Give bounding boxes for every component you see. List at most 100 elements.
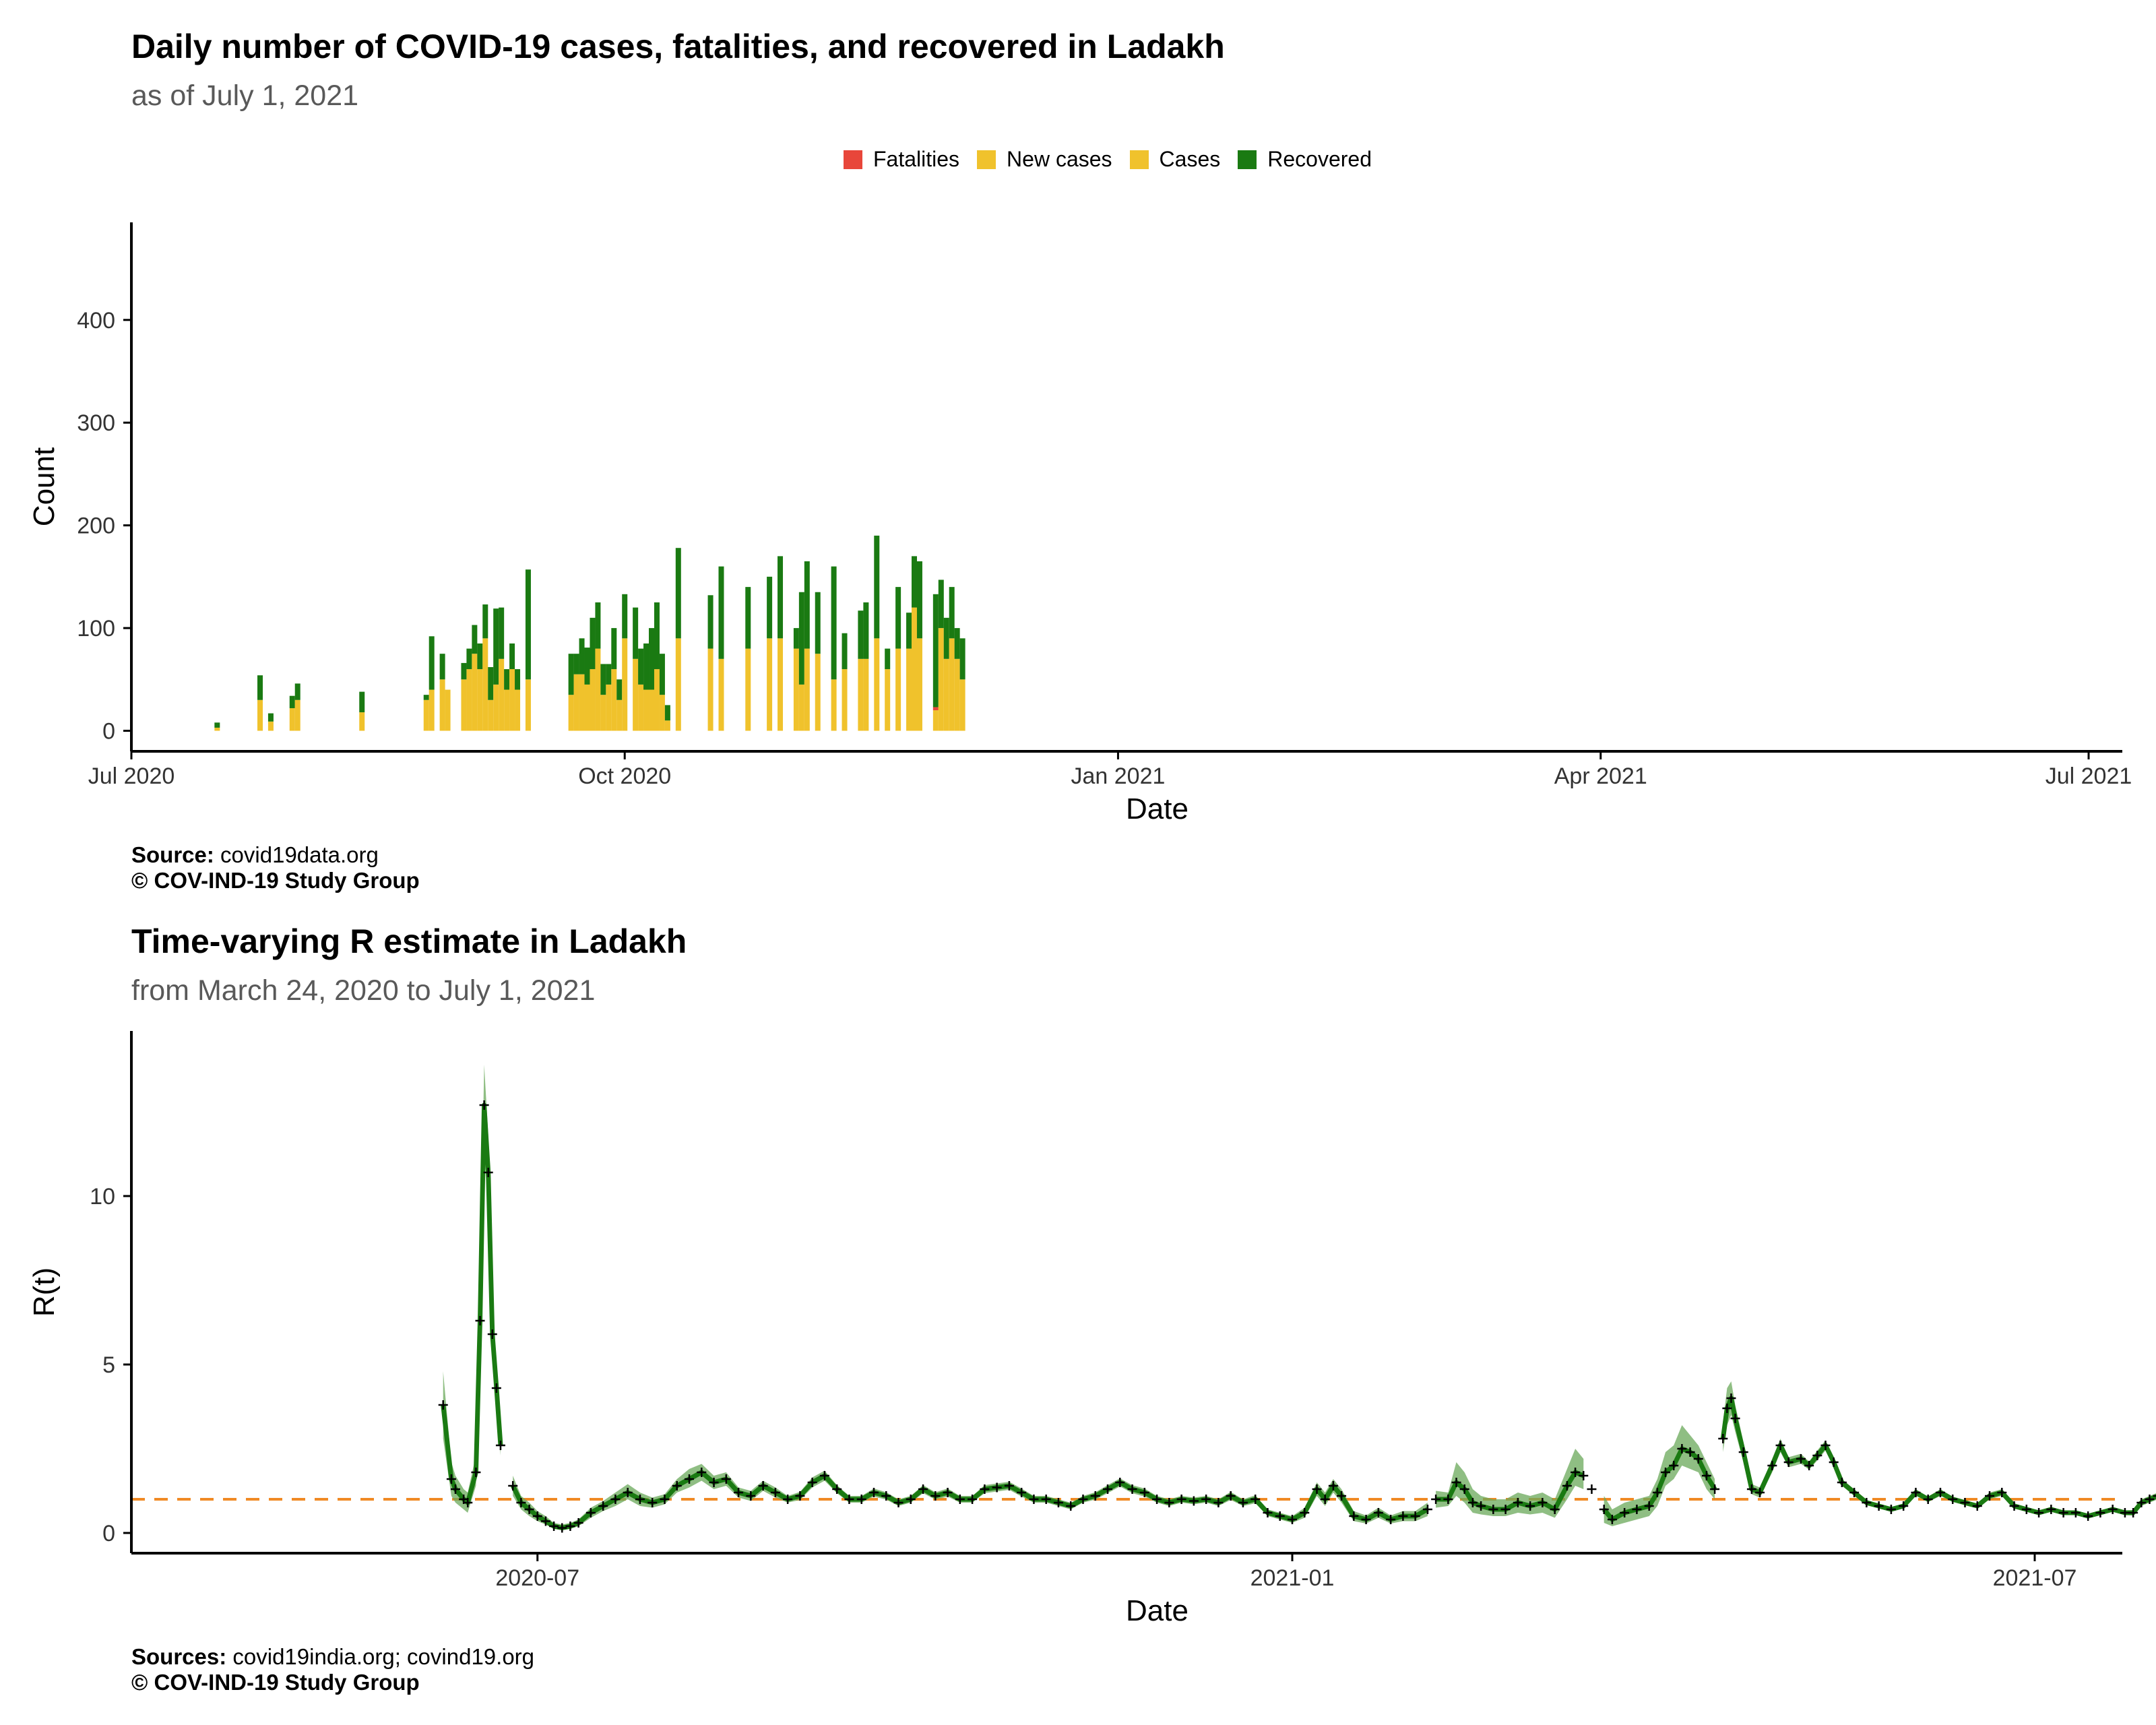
chart2-source-label: Sources: [131, 1644, 227, 1669]
r-point [1238, 1498, 1248, 1507]
r-point [1288, 1515, 1298, 1524]
x-tick-label: 2021-07 [1993, 1565, 2077, 1591]
bar-recovered [767, 576, 773, 639]
bar-recovered [509, 643, 515, 670]
bar-cases [745, 648, 751, 731]
chart2-source: covid19india.org; covind19.org [232, 1644, 535, 1669]
r-point [1874, 1501, 1884, 1511]
bar-recovered [590, 617, 596, 670]
legend-item-recovered: Recovered [1238, 147, 1372, 172]
legend-item-cases: Cases [1129, 147, 1221, 172]
confidence-band [1723, 1381, 2156, 1518]
r-point [1431, 1495, 1441, 1504]
bar-cases [707, 648, 714, 731]
r-point [1152, 1495, 1162, 1504]
bar-recovered [622, 594, 628, 639]
bar-recovered [654, 602, 660, 670]
r-point [1337, 1491, 1347, 1501]
bar-cases [778, 638, 784, 731]
y-tick-label: 300 [77, 410, 115, 436]
bar-recovered [584, 648, 590, 685]
bar-recovered [257, 675, 263, 700]
r-point [1701, 1471, 1711, 1480]
r-point [746, 1491, 756, 1501]
bar-recovered [959, 638, 965, 680]
r-point [1188, 1496, 1199, 1506]
bar-cases [482, 638, 488, 731]
bar-cases [611, 669, 617, 731]
r-point [1312, 1484, 1322, 1494]
bar-recovered [504, 669, 510, 690]
r-point [438, 1400, 448, 1410]
bar-cases [831, 679, 837, 731]
r-point [2034, 1508, 2044, 1517]
bar-cases [863, 658, 869, 731]
r-point [1571, 1468, 1581, 1477]
r-point [1349, 1511, 1359, 1521]
bar-cases [932, 710, 939, 731]
r-point [573, 1518, 583, 1528]
r-point [1738, 1447, 1748, 1457]
r-point [516, 1498, 526, 1507]
confidence-band [1604, 1425, 1715, 1526]
bar-fatalities [932, 707, 939, 711]
r-point [893, 1498, 903, 1507]
chart2-r-plot: 0 5 10 2020-07 2021-01 2021-07 Date R(t) [28, 1031, 2156, 1627]
r-point [1677, 1444, 1687, 1453]
r-point [685, 1474, 695, 1484]
bar-recovered [606, 664, 612, 685]
bar-recovered [842, 633, 848, 670]
bar-recovered [439, 654, 445, 680]
r-point [1804, 1461, 1814, 1470]
bar-cases [815, 654, 821, 731]
r-point [1041, 1495, 1051, 1504]
bar-recovered [932, 594, 939, 708]
bar-cases [515, 689, 521, 731]
r-point [992, 1482, 1002, 1493]
bar-cases [488, 699, 494, 731]
bar-recovered [949, 587, 955, 639]
r-point [491, 1383, 501, 1393]
r-point [2136, 1498, 2147, 1507]
r-point [557, 1523, 567, 1533]
r-point [495, 1441, 505, 1450]
r-point [1513, 1498, 1523, 1507]
bar-cases [584, 684, 590, 731]
bar-cases [638, 684, 644, 731]
bar-recovered [863, 602, 869, 659]
r-point [598, 1501, 608, 1511]
chart1-bar-plot: 0 100 200 300 400 Jul 2020 Oct 2020 Jan 2021 Apr… [28, 222, 2132, 825]
r-point [2153, 1495, 2156, 1497]
bar-cases [493, 684, 499, 731]
bar-recovered [798, 592, 804, 685]
bar-cases [793, 648, 799, 731]
legend-label-cases: Cases [1159, 147, 1221, 171]
legend-item-new-cases: New cases [977, 147, 1112, 172]
chart2-caption: Sources: covid19india.org; covind19.org … [131, 1644, 534, 1695]
r-point [1718, 1434, 1728, 1443]
r-point [1275, 1511, 1285, 1521]
bar-recovered [745, 587, 751, 649]
legend-key-cases [1129, 150, 1149, 169]
legend-label-new-cases: New cases [1007, 147, 1112, 171]
r-point [1812, 1451, 1822, 1460]
r-point [2070, 1508, 2081, 1517]
x-tick-label: Jul 2020 [88, 763, 175, 789]
x-tick-label: Jan 2021 [1071, 763, 1165, 789]
bar-recovered [488, 667, 494, 700]
r-point [532, 1511, 542, 1521]
bar-cases [949, 638, 955, 731]
r-point [1373, 1508, 1383, 1517]
r-point [1004, 1481, 1014, 1491]
r-point [1201, 1495, 1211, 1504]
r-point [783, 1495, 793, 1504]
bar-cases [664, 720, 670, 731]
chart2-subtitle: from March 24, 2020 to July 1, 2021 [131, 974, 596, 1007]
r-point [1620, 1508, 1630, 1517]
bar-recovered [515, 669, 521, 690]
r-point [906, 1495, 916, 1504]
bar-cases [916, 638, 922, 731]
x-tick-label: 2021-01 [1250, 1565, 1335, 1591]
y-tick-label: 5 [102, 1352, 115, 1378]
bar-cases [568, 695, 574, 731]
